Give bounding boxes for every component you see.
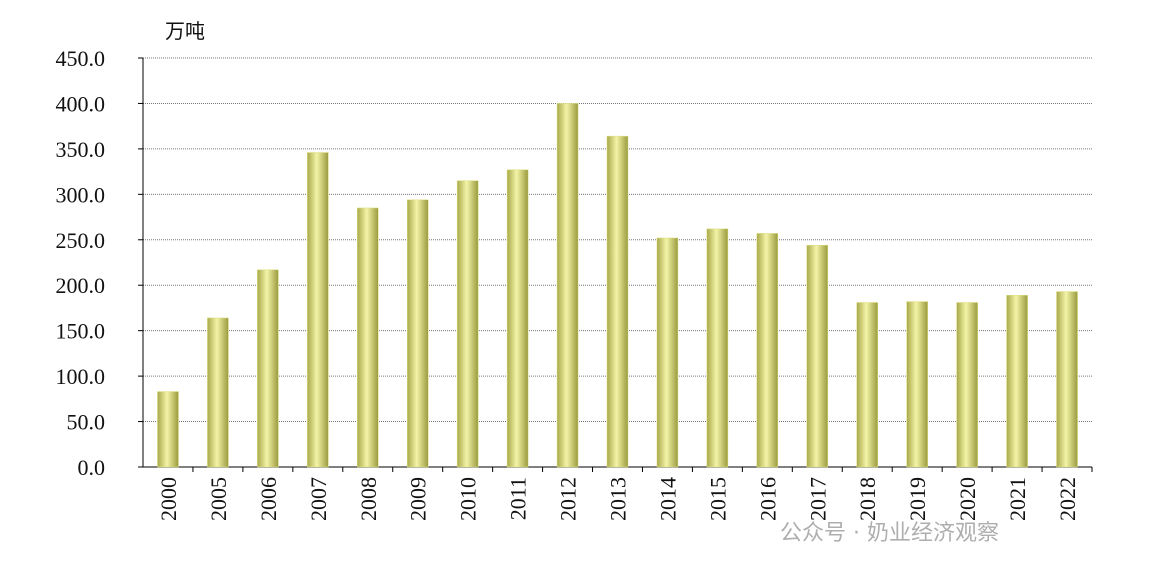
bar <box>956 302 978 468</box>
y-tick-label: 450.0 <box>56 46 106 71</box>
x-tick-label: 2012 <box>556 477 581 521</box>
x-tick-label: 2016 <box>755 477 780 521</box>
y-unit: 万吨 <box>165 19 205 43</box>
x-tick-label: 2009 <box>406 477 431 521</box>
x-tick-label: 2018 <box>855 477 880 521</box>
y-tick-label: 200.0 <box>56 273 106 298</box>
y-tick-label: 400.0 <box>56 91 106 116</box>
x-tick-label: 2019 <box>905 477 930 521</box>
x-tick-label: 2007 <box>306 477 331 521</box>
bar <box>756 233 779 468</box>
y-tick-label: 0.0 <box>78 455 106 480</box>
bar <box>506 169 529 468</box>
y-tick-label: 100.0 <box>56 364 106 389</box>
x-tick-label: 2006 <box>256 477 281 521</box>
x-tick-label: 2005 <box>206 477 231 521</box>
bar <box>806 244 829 468</box>
bar <box>1056 291 1078 468</box>
y-tick-label: 150.0 <box>56 319 106 344</box>
bar <box>307 152 329 468</box>
y-tick-label: 300.0 <box>56 182 106 207</box>
bar <box>556 103 579 468</box>
x-tick-label: 2014 <box>655 477 680 521</box>
watermark: 公众号 · 奶业经济观察 <box>780 521 999 546</box>
x-tick-label: 2022 <box>1055 477 1080 521</box>
bar <box>207 317 229 468</box>
bar <box>357 207 379 468</box>
x-tick-label: 2015 <box>705 477 730 521</box>
y-tick-label: 250.0 <box>56 228 106 253</box>
bar <box>1006 294 1028 468</box>
bar <box>157 391 179 468</box>
x-tick-label: 2011 <box>506 477 531 520</box>
bar <box>656 237 679 468</box>
x-tick-label: 2000 <box>156 477 181 521</box>
y-tick-label: 50.0 <box>67 410 106 435</box>
bar <box>257 269 279 468</box>
bar <box>856 302 878 468</box>
x-tick-label: 2021 <box>1005 477 1030 521</box>
y-tick-label: 350.0 <box>56 137 106 162</box>
bar <box>406 199 429 468</box>
x-tick-label: 2020 <box>955 477 980 521</box>
bar <box>906 301 928 468</box>
bar <box>456 180 479 468</box>
bar <box>706 228 729 468</box>
x-tick-label: 2017 <box>805 477 830 521</box>
bar <box>606 135 629 468</box>
x-tick-label: 2010 <box>456 477 481 521</box>
x-tick-label: 2013 <box>606 477 631 521</box>
x-tick-label: 2008 <box>356 477 381 521</box>
